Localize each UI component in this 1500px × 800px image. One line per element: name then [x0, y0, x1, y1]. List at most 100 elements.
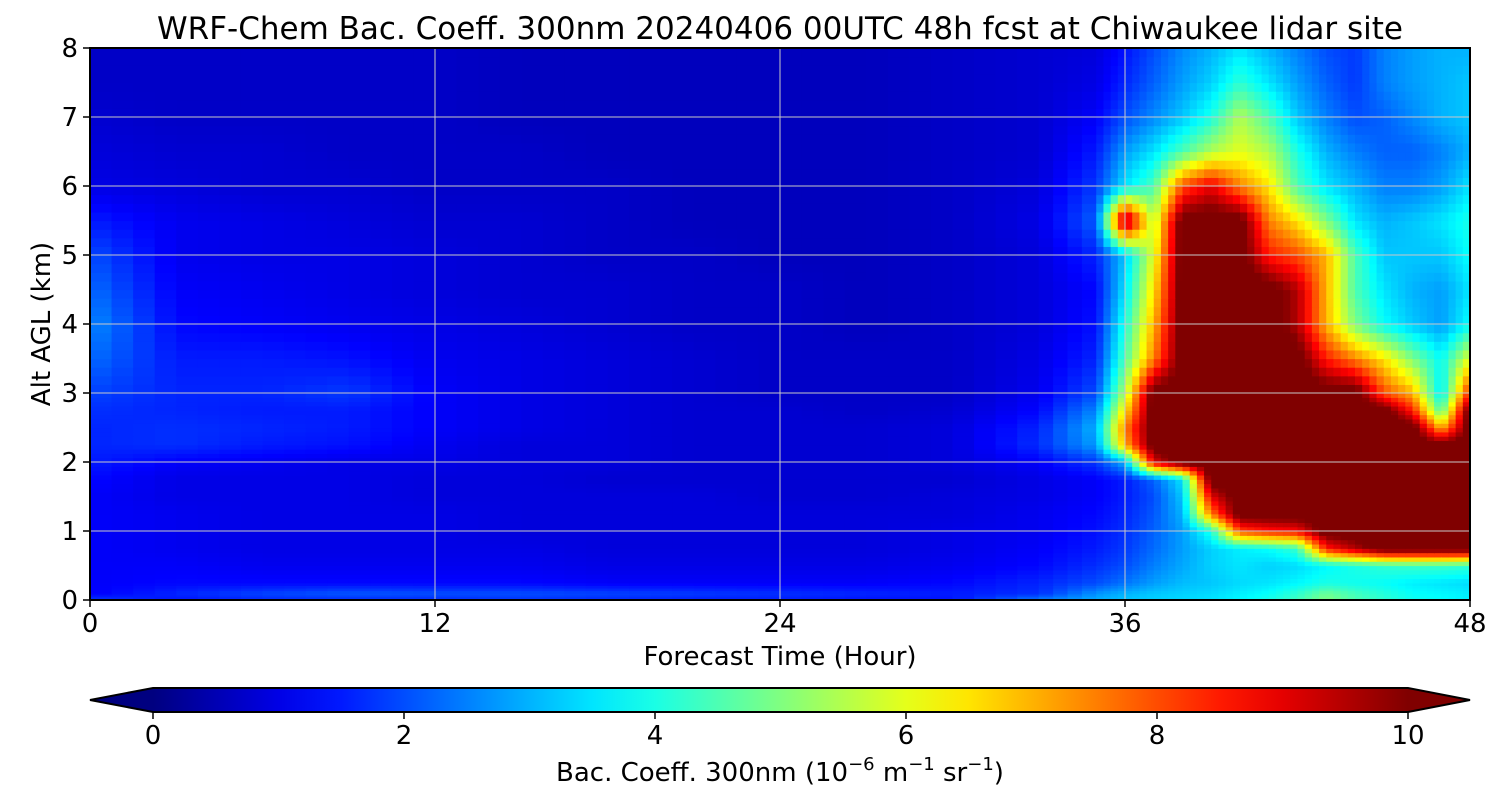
heatmap-cell [1232, 585, 1241, 589]
heatmap-cell [672, 513, 695, 519]
heatmap-cell [650, 543, 673, 549]
heatmap-cell [1110, 483, 1119, 489]
heatmap-cell [240, 453, 264, 459]
heatmap-cell [90, 440, 113, 446]
heatmap-cell [1175, 431, 1184, 437]
heatmap-cell [1139, 526, 1148, 532]
heatmap-cell [1240, 479, 1248, 485]
heatmap-cell [823, 526, 846, 532]
heatmap-cell [1139, 414, 1148, 420]
heatmap-cell [1283, 492, 1291, 498]
heatmap-cell [1383, 462, 1392, 467]
heatmap-cell [133, 427, 156, 433]
heatmap-cell [1182, 556, 1191, 562]
heatmap-cell [1340, 414, 1349, 420]
heatmap-cell [693, 561, 716, 567]
heatmap-cell [1275, 487, 1284, 493]
heatmap-cell [844, 431, 867, 437]
heatmap-cell [1297, 505, 1306, 511]
heatmap-cell [176, 548, 199, 554]
heatmap-cell [413, 466, 436, 472]
heatmap-cell [693, 431, 716, 437]
heatmap-cell [1441, 427, 1450, 433]
heatmap-cell [1347, 539, 1356, 545]
heatmap-cell [262, 500, 285, 506]
heatmap-cell [1340, 556, 1349, 562]
heatmap-cell [1153, 410, 1162, 416]
heatmap-cell [930, 401, 954, 407]
heatmap-cell [1017, 543, 1040, 549]
heatmap-cell [1455, 500, 1464, 506]
heatmap-cell [197, 405, 220, 411]
heatmap-cell [1053, 513, 1069, 519]
heatmap-cell [478, 453, 501, 459]
heatmap-cell [435, 474, 458, 480]
heatmap-cell [1355, 590, 1363, 594]
heatmap-cell [499, 518, 522, 523]
heatmap-cell [1204, 444, 1212, 450]
heatmap-cell [542, 453, 565, 459]
heatmap-cell [1426, 535, 1435, 541]
heatmap-cell [887, 410, 910, 416]
heatmap-cell [1247, 593, 1255, 596]
heatmap-cell [154, 414, 177, 420]
heatmap-cell [1319, 594, 1327, 598]
heatmap-cell [1110, 590, 1119, 594]
heatmap-cell [736, 405, 760, 411]
heatmap-cell [1211, 552, 1220, 558]
heatmap-cell [1240, 531, 1248, 536]
heatmap-cell [1268, 513, 1277, 519]
heatmap-cell [823, 548, 846, 554]
heatmap-cell [1247, 556, 1255, 562]
heatmap-cell [1153, 513, 1162, 519]
heatmap-cell [1319, 479, 1327, 485]
heatmap-cell [197, 569, 220, 575]
heatmap-cell [1376, 479, 1385, 485]
heatmap-cell [391, 449, 415, 454]
heatmap-cell [629, 552, 652, 558]
heatmap-cell [1103, 479, 1112, 485]
heatmap-cell [1132, 585, 1140, 589]
heatmap-cell [348, 543, 371, 549]
heatmap-cell [1160, 569, 1169, 575]
heatmap-cell [1304, 410, 1313, 416]
heatmap-cell [1455, 526, 1464, 532]
heatmap-cell [1175, 565, 1184, 571]
heatmap-cell [629, 561, 652, 567]
heatmap-cell [1139, 466, 1148, 472]
heatmap-cell [909, 531, 932, 536]
heatmap-cell [197, 449, 220, 454]
heatmap-cell [736, 457, 760, 463]
heatmap-cell [1412, 492, 1421, 498]
heatmap-cell [780, 410, 803, 416]
heatmap-cell [284, 531, 307, 536]
heatmap-cell [1146, 556, 1155, 562]
heatmap-cell [1434, 513, 1442, 519]
heatmap-cell [952, 509, 975, 515]
heatmap-cell [197, 535, 220, 541]
heatmap-cell [715, 593, 738, 596]
heatmap-cell [1017, 526, 1040, 532]
heatmap-cell [780, 587, 803, 592]
heatmap-cell [521, 509, 544, 515]
heatmap-cell [736, 436, 760, 442]
heatmap-cell [521, 587, 544, 592]
heatmap-cell [672, 539, 695, 545]
heatmap-cell [391, 539, 415, 545]
heatmap-cell [197, 393, 220, 398]
heatmap-cell [866, 569, 889, 575]
heatmap-cell [1081, 509, 1097, 515]
heatmap-cell [693, 565, 716, 571]
heatmap-cell [585, 543, 609, 549]
heatmap-cell [1311, 539, 1320, 545]
heatmap-cell [1218, 596, 1227, 599]
heatmap-cell [1412, 548, 1421, 554]
heatmap-cell [435, 431, 458, 437]
heatmap-cell [995, 561, 1018, 567]
heatmap-cell [262, 414, 285, 420]
heatmap-cell [823, 594, 846, 598]
heatmap-cell [1096, 492, 1105, 498]
heatmap-cell [1146, 431, 1155, 437]
heatmap-cell [1304, 565, 1313, 571]
heatmap-cell [995, 492, 1018, 498]
